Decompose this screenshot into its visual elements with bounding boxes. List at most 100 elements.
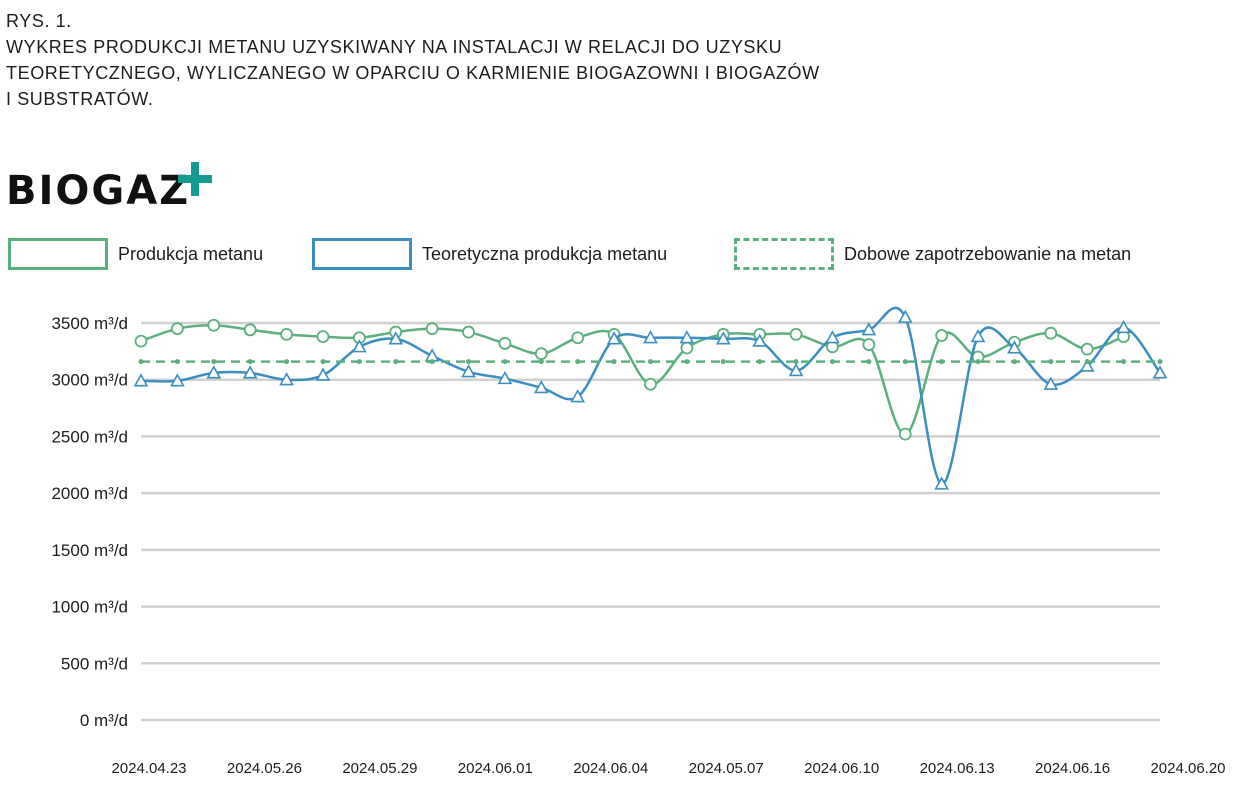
data-point-circle xyxy=(207,318,221,332)
data-point-triangle xyxy=(133,373,149,387)
legend-item: Produkcja metanu xyxy=(8,238,263,270)
data-point-dot xyxy=(902,359,908,365)
data-point-circle xyxy=(1080,342,1094,356)
x-tick-label: 2024.05.29 xyxy=(342,760,417,777)
data-point-dot xyxy=(247,359,253,365)
data-point-dot xyxy=(429,359,435,365)
data-point-dot xyxy=(975,359,981,365)
y-tick-label: 1500 m³/d xyxy=(51,541,128,560)
legend-item: Dobowe zapotrzebowanie na metan xyxy=(734,238,1131,270)
data-point-triangle xyxy=(533,380,549,394)
caption-label: RYS. 1. xyxy=(6,11,72,31)
y-tick-label: 2000 m³/d xyxy=(51,484,128,503)
data-point-triangle xyxy=(351,339,367,353)
data-point-circle xyxy=(789,327,803,341)
y-tick-label: 0 m³/d xyxy=(80,711,128,730)
data-point-triangle xyxy=(861,322,877,336)
data-point-dot xyxy=(611,359,617,365)
data-point-dot xyxy=(1048,359,1054,365)
data-point-triangle xyxy=(752,333,768,347)
data-point-circle xyxy=(425,322,439,336)
data-point-triangle xyxy=(1043,376,1059,390)
legend-swatch-solid-blue xyxy=(312,238,412,270)
data-point-triangle xyxy=(643,330,658,344)
data-point-circle xyxy=(316,330,330,344)
data-point-triangle xyxy=(497,370,513,385)
x-tick-label: 2024.06.16 xyxy=(1035,760,1110,777)
data-point-triangle xyxy=(279,372,294,386)
data-point-triangle xyxy=(897,309,913,323)
data-point-dot xyxy=(866,359,872,365)
data-point-circle xyxy=(571,331,585,345)
data-point-dot xyxy=(1157,359,1163,365)
data-point-circle xyxy=(935,329,949,342)
data-point-triangle xyxy=(206,365,222,379)
data-point-dot xyxy=(1011,359,1017,365)
data-point-dot xyxy=(648,359,653,365)
data-point-triangle xyxy=(570,389,586,403)
data-point-triangle xyxy=(934,476,950,490)
plus-icon xyxy=(178,162,212,196)
legend-swatch-dashed-green xyxy=(734,238,834,270)
data-point-dot xyxy=(829,359,835,365)
data-point-triangle xyxy=(242,365,258,379)
data-point-dot xyxy=(538,359,544,365)
legend-label: Teoretyczna produkcja metanu xyxy=(422,243,668,264)
figure-caption: RYS. 1. WYKRES PRODUKCJI METANU UZYSKIWA… xyxy=(6,8,820,112)
data-point-circle xyxy=(644,377,657,391)
data-point-dot xyxy=(466,359,472,365)
data-point-dot xyxy=(1121,359,1127,365)
caption-line: TEORETYCZNEGO, WYLICZANEGO W OPARCIU O K… xyxy=(6,63,820,83)
data-point-triangle xyxy=(606,331,622,345)
data-point-triangle xyxy=(1007,340,1022,354)
data-point-circle xyxy=(680,341,694,355)
data-point-circle xyxy=(462,325,475,339)
data-point-triangle xyxy=(1116,319,1131,334)
data-point-circle xyxy=(280,327,293,341)
x-tick-label: 2024.06.10 xyxy=(804,760,879,777)
y-tick-label: 3000 m³/d xyxy=(51,371,128,390)
caption-line: I SUBSTRATÓW. xyxy=(6,89,154,109)
legend-label: Produkcja metanu xyxy=(118,243,264,264)
y-tick-label: 500 m³/d xyxy=(61,654,128,673)
x-tick-label: 2024.06.20 xyxy=(1150,760,1225,777)
data-point-dot xyxy=(684,359,690,365)
x-tick-label: 2024.05.26 xyxy=(227,760,302,777)
data-point-dot xyxy=(720,359,726,365)
data-point-circle xyxy=(498,337,512,350)
legend-swatch-solid-green xyxy=(8,238,108,270)
x-tick-label: 2024.04.23 xyxy=(111,760,186,777)
x-tick-label: 2024.06.13 xyxy=(920,760,995,777)
data-point-circle xyxy=(134,334,148,348)
y-tick-label: 2500 m³/d xyxy=(51,427,128,446)
data-point-triangle xyxy=(715,331,731,345)
data-point-dot xyxy=(393,359,399,365)
data-point-dot xyxy=(174,359,180,365)
data-point-triangle xyxy=(170,373,185,387)
data-point-triangle xyxy=(315,367,331,381)
data-point-circle xyxy=(898,427,912,441)
data-point-circle xyxy=(243,323,257,337)
y-tick-label: 1000 m³/d xyxy=(51,598,128,617)
data-point-dot xyxy=(211,359,217,365)
data-point-dot xyxy=(757,359,763,365)
caption-line: WYKRES PRODUKCJI METANU UZYSKIWANY NA IN… xyxy=(6,37,783,57)
data-point-dot xyxy=(1084,359,1090,365)
data-point-triangle xyxy=(1079,358,1095,372)
data-point-dot xyxy=(320,359,326,365)
data-point-circle xyxy=(534,347,548,361)
data-point-dot xyxy=(939,359,945,365)
data-point-triangle xyxy=(970,328,986,343)
data-point-dot xyxy=(575,359,581,365)
data-point-dot xyxy=(793,359,799,365)
data-point-triangle xyxy=(461,364,476,378)
y-tick-label: 3500 m³/d xyxy=(51,314,128,333)
biogaz-logo: BIOGAZ xyxy=(6,168,191,214)
data-point-triangle xyxy=(388,331,404,345)
x-tick-label: 2024.06.04 xyxy=(573,760,648,777)
data-point-circle xyxy=(1044,326,1058,340)
legend-item: Teoretyczna produkcja metanu xyxy=(312,238,667,270)
data-point-dot xyxy=(356,359,362,365)
data-point-triangle xyxy=(788,362,804,377)
data-point-triangle xyxy=(1152,365,1168,379)
